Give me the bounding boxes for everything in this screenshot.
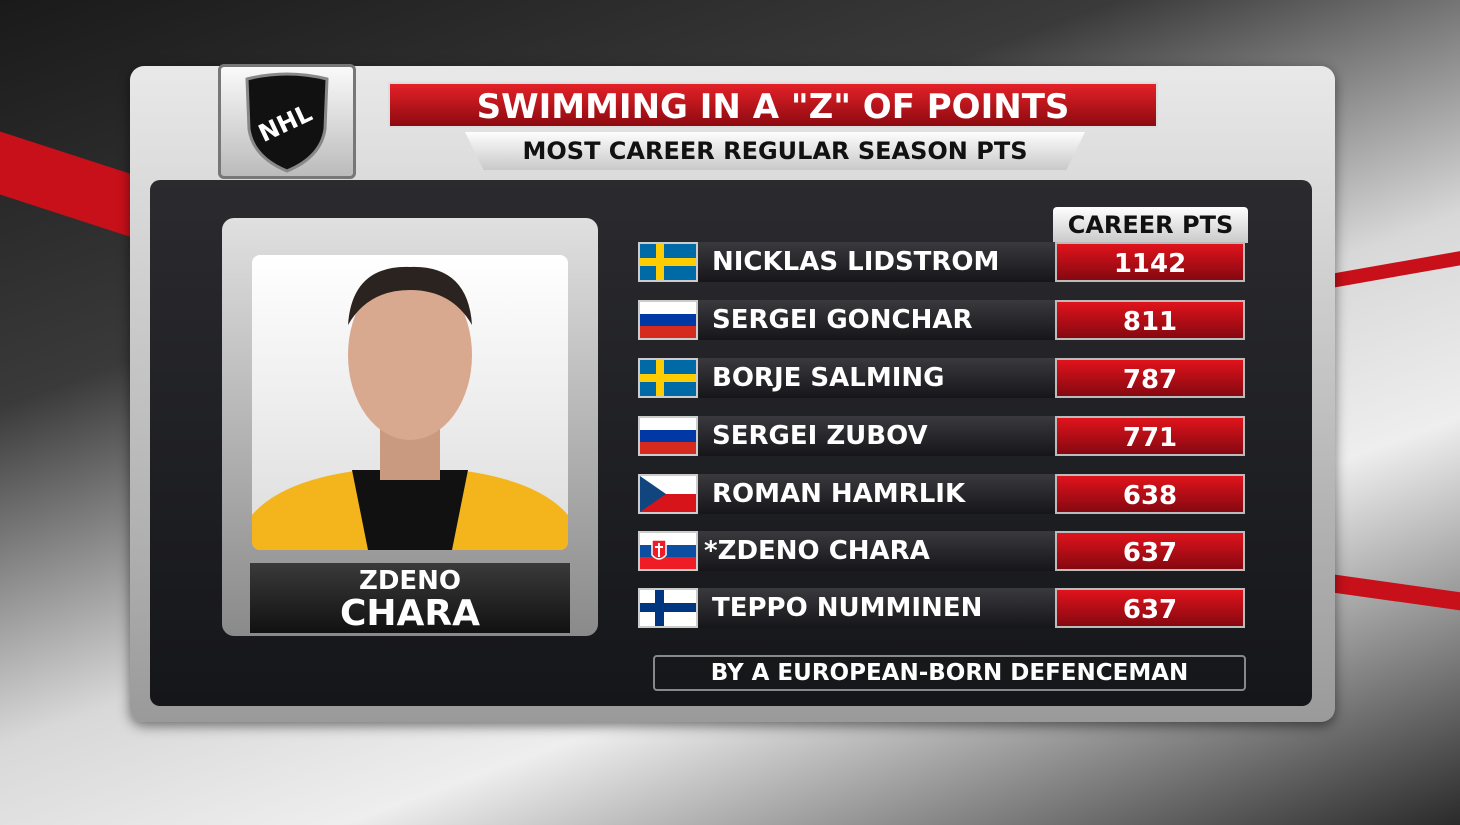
flag-slovakia xyxy=(638,531,698,571)
table-row: NICKLAS LIDSTROM 1142 xyxy=(638,242,1248,282)
footer-note: BY A EUROPEAN-BORN DEFENCEMAN xyxy=(653,655,1246,691)
flag-finland xyxy=(638,588,698,628)
flag-russia xyxy=(638,416,698,456)
table-row: TEPPO NUMMINEN 637 xyxy=(638,588,1248,628)
table-row: ROMAN HAMRLIK 638 xyxy=(638,474,1248,514)
player-name: *ZDENO CHARA xyxy=(698,531,1093,571)
nhl-shield: NHL xyxy=(245,72,329,173)
player-name: SERGEI ZUBOV xyxy=(698,416,1093,456)
points: 1142 xyxy=(1055,242,1245,282)
table-row: *ZDENO CHARA 637 xyxy=(638,531,1248,571)
last-name: CHARA xyxy=(340,593,480,634)
player-name: ROMAN HAMRLIK xyxy=(698,474,1093,514)
player-name-box: ZDENO CHARA xyxy=(250,563,570,633)
column-header: CAREER PTS xyxy=(1053,207,1248,243)
points: 638 xyxy=(1055,474,1245,514)
points: 771 xyxy=(1055,416,1245,456)
flag-sweden xyxy=(638,358,698,398)
title: SWIMMING IN A "Z" OF POINTS xyxy=(388,82,1158,128)
player-name: NICKLAS LIDSTROM xyxy=(698,242,1093,282)
points: 787 xyxy=(1055,358,1245,398)
flag-czechia xyxy=(638,474,698,514)
points: 811 xyxy=(1055,300,1245,340)
player-silhouette xyxy=(252,266,568,550)
points: 637 xyxy=(1055,531,1245,571)
player-name: BORJE SALMING xyxy=(698,358,1093,398)
player-photo xyxy=(252,255,568,550)
flag-sweden xyxy=(638,242,698,282)
first-name: ZDENO xyxy=(358,566,462,596)
player-name: SERGEI GONCHAR xyxy=(698,300,1093,340)
logo-box: NHL xyxy=(218,64,356,179)
table-row: BORJE SALMING 787 xyxy=(638,358,1248,398)
subtitle: MOST CAREER REGULAR SEASON PTS xyxy=(465,132,1085,170)
player-name: TEPPO NUMMINEN xyxy=(698,588,1093,628)
flag-russia xyxy=(638,300,698,340)
table-row: SERGEI ZUBOV 771 xyxy=(638,416,1248,456)
points: 637 xyxy=(1055,588,1245,628)
table-row: SERGEI GONCHAR 811 xyxy=(638,300,1248,340)
